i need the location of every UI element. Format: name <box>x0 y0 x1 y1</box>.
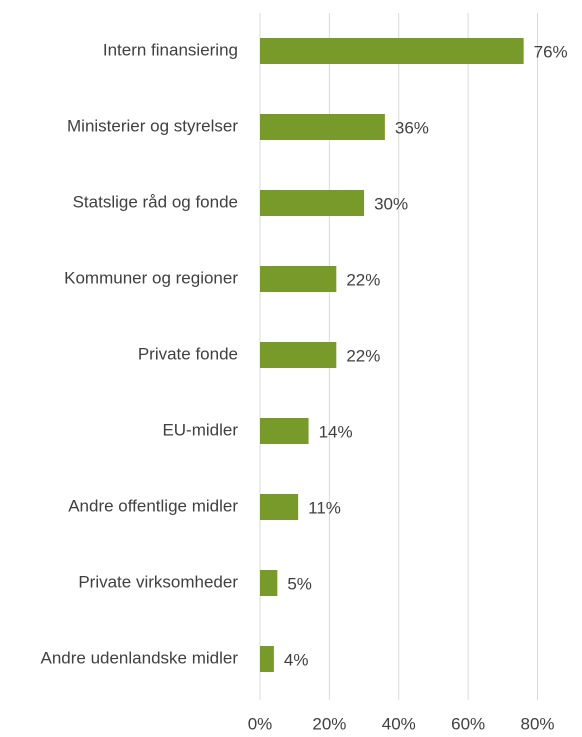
bar <box>260 190 365 216</box>
bar <box>260 494 299 520</box>
x-tick-label: 20% <box>312 714 346 733</box>
bar <box>260 38 524 64</box>
bar <box>260 570 278 596</box>
bar <box>260 114 385 140</box>
data-label: 14% <box>319 422 353 441</box>
bar <box>260 646 274 672</box>
x-tick-label: 60% <box>451 714 485 733</box>
data-label: 5% <box>287 574 312 593</box>
y-tick-label: Private fonde <box>138 344 238 363</box>
bar <box>260 342 337 368</box>
y-tick-label: Andre udenlandske midler <box>40 648 238 667</box>
y-tick-label: Private virksomheder <box>78 572 238 591</box>
y-tick-label: Andre offentlige midler <box>68 496 238 515</box>
y-tick-label: EU-midler <box>162 420 238 439</box>
data-label: 76% <box>534 42 568 61</box>
data-label: 30% <box>374 194 408 213</box>
x-tick-label: 80% <box>520 714 554 733</box>
bar <box>260 266 337 292</box>
x-tick-label: 40% <box>382 714 416 733</box>
data-label: 22% <box>346 270 380 289</box>
data-label: 4% <box>284 650 309 669</box>
bar <box>260 418 309 444</box>
data-label: 22% <box>346 346 380 365</box>
x-tick-label: 0% <box>248 714 273 733</box>
data-label: 36% <box>395 118 429 137</box>
y-tick-label: Ministerier og styrelser <box>67 116 238 135</box>
y-tick-label: Kommuner og regioner <box>64 268 238 287</box>
y-tick-label: Intern finansiering <box>103 40 238 59</box>
y-tick-label: Statslige råd og fonde <box>73 192 238 211</box>
data-label: 11% <box>308 498 341 517</box>
